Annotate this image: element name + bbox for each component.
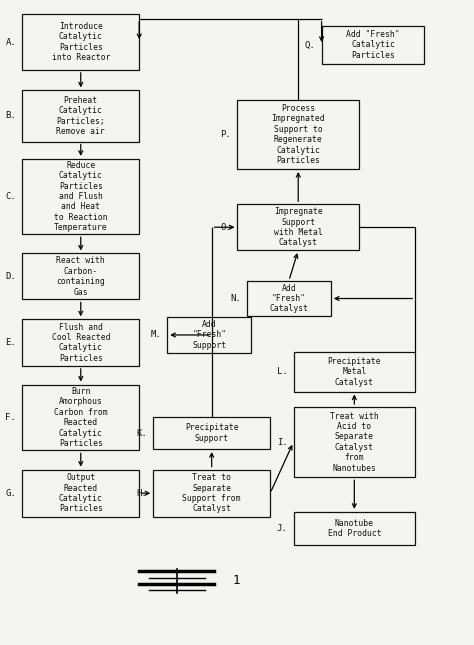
Bar [22, 470, 139, 517]
Text: B.: B. [6, 112, 16, 121]
Text: L.: L. [277, 367, 287, 376]
Text: Process
Impregnated
Support to
Regenerate
Catalytic
Particles: Process Impregnated Support to Regenerat… [272, 104, 325, 165]
Text: Treat to
Separate
Support from
Catalyst: Treat to Separate Support from Catalyst [182, 473, 241, 513]
Text: A.: A. [6, 37, 16, 46]
Text: G.: G. [6, 489, 16, 498]
Text: M.: M. [150, 330, 161, 339]
Text: Precipitate
Support: Precipitate Support [185, 423, 238, 443]
Text: Burn
Amorphous
Carbon from
Reacted
Catalytic
Particles: Burn Amorphous Carbon from Reacted Catal… [54, 387, 108, 448]
Text: O.: O. [220, 223, 231, 232]
Text: Impregnate
Support
with Metal
Catalyst: Impregnate Support with Metal Catalyst [274, 207, 323, 247]
Bar [22, 14, 139, 70]
Bar [22, 253, 139, 299]
Text: I.: I. [277, 437, 287, 446]
Bar [247, 281, 331, 316]
Text: Flush and
Cool Reacted
Catalytic
Particles: Flush and Cool Reacted Catalytic Particl… [52, 322, 110, 362]
Text: Q.: Q. [305, 41, 316, 50]
Text: K.: K. [137, 429, 147, 437]
Text: React with
Carbon-
containing
Gas: React with Carbon- containing Gas [56, 256, 105, 297]
Text: P.: P. [220, 130, 231, 139]
Text: C.: C. [6, 192, 16, 201]
Text: Add
"Fresh"
Catalyst: Add "Fresh" Catalyst [269, 284, 309, 313]
Text: Nanotube
End Product: Nanotube End Product [328, 519, 381, 538]
Bar [22, 319, 139, 366]
Bar [22, 90, 139, 141]
Text: J.: J. [277, 524, 287, 533]
Bar [22, 384, 139, 450]
Text: Add
"Fresh"
Support: Add "Fresh" Support [192, 320, 227, 350]
Bar [237, 204, 359, 250]
Bar [293, 511, 415, 545]
Text: E.: E. [6, 338, 16, 347]
Text: Introduce
Catalytic
Particles
into Reactor: Introduce Catalytic Particles into React… [52, 22, 110, 62]
Text: Output
Reacted
Catalytic
Particles: Output Reacted Catalytic Particles [59, 473, 103, 513]
Bar [293, 407, 415, 477]
Text: N.: N. [230, 294, 241, 303]
Bar [153, 417, 270, 449]
Bar [22, 159, 139, 234]
Text: D.: D. [6, 272, 16, 281]
Text: 1: 1 [233, 574, 240, 588]
Text: Precipitate
Metal
Catalyst: Precipitate Metal Catalyst [328, 357, 381, 386]
Text: Add "Fresh"
Catalytic
Particles: Add "Fresh" Catalytic Particles [346, 30, 400, 60]
Text: F.: F. [6, 413, 16, 422]
Bar [237, 100, 359, 169]
Bar [293, 352, 415, 392]
Text: Treat with
Acid to
Separate
Catalyst
from
Nanotubes: Treat with Acid to Separate Catalyst fro… [330, 412, 379, 473]
Text: H.: H. [137, 489, 147, 498]
Bar [321, 26, 424, 63]
Text: Preheat
Catalytic
Particles;
Remove air: Preheat Catalytic Particles; Remove air [56, 96, 105, 136]
Bar [153, 470, 270, 517]
Bar [167, 317, 251, 353]
Text: Reduce
Catalytic
Particles
and Flush
and Heat
to Reaction
Temperature: Reduce Catalytic Particles and Flush and… [54, 161, 108, 232]
